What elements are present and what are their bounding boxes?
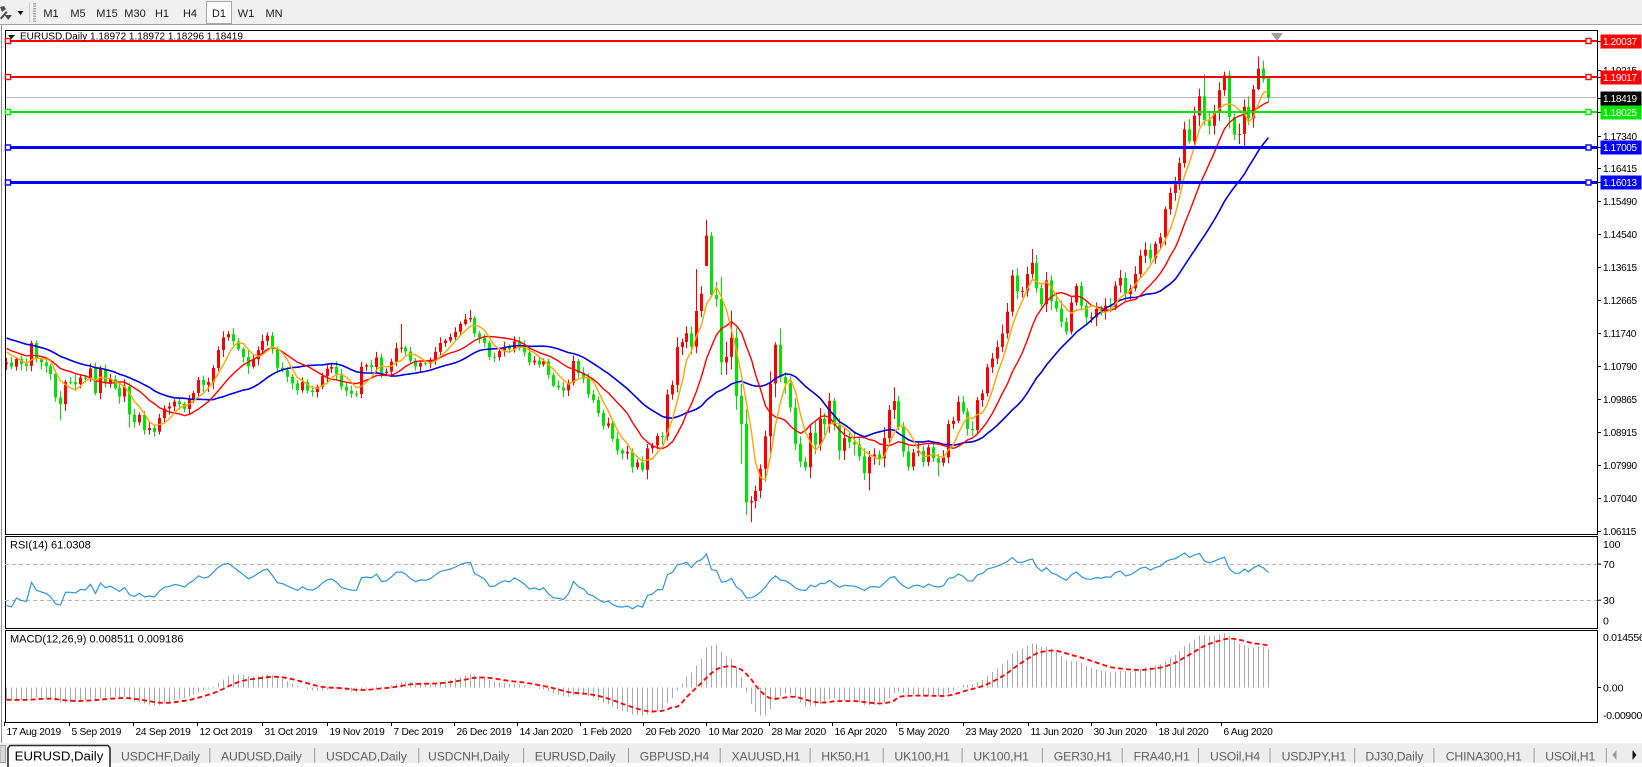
svg-text:XAUUSD,H1: XAUUSD,H1 xyxy=(732,750,801,764)
svg-text:100: 100 xyxy=(1603,539,1621,551)
svg-text:10 Mar 2020: 10 Mar 2020 xyxy=(709,727,764,738)
svg-text:M15: M15 xyxy=(96,8,117,20)
svg-text:7 Dec 2019: 7 Dec 2019 xyxy=(394,727,444,738)
svg-text:1.16415: 1.16415 xyxy=(1603,164,1637,175)
svg-text:11 Jun 2020: 11 Jun 2020 xyxy=(1031,727,1084,738)
svg-text:1.18025: 1.18025 xyxy=(1603,108,1637,119)
svg-text:6 Aug 2020: 6 Aug 2020 xyxy=(1224,727,1274,738)
svg-text:USDCHF,Daily: USDCHF,Daily xyxy=(121,750,201,764)
svg-text:1.18419: 1.18419 xyxy=(1603,94,1637,105)
svg-text:H1: H1 xyxy=(155,8,169,20)
svg-text:1.06115: 1.06115 xyxy=(1603,527,1637,538)
svg-text:1.07990: 1.07990 xyxy=(1603,461,1637,472)
svg-text:USOil,H4: USOil,H4 xyxy=(1210,750,1260,764)
svg-text:USDJPY,H1: USDJPY,H1 xyxy=(1282,750,1347,764)
svg-text:31 Oct 2019: 31 Oct 2019 xyxy=(265,727,318,738)
svg-text:MACD(12,26,9) 0.008511 0.00918: MACD(12,26,9) 0.008511 0.009186 xyxy=(10,634,183,646)
svg-text:0.00: 0.00 xyxy=(1603,683,1624,695)
svg-text:EURUSD,Daily 1.18972 1.18972 1: EURUSD,Daily 1.18972 1.18972 1.18296 1.1… xyxy=(20,32,243,43)
svg-text:GBPUSD,H4: GBPUSD,H4 xyxy=(640,750,710,764)
svg-text:1.14540: 1.14540 xyxy=(1603,230,1637,241)
svg-text:USDCAD,Daily: USDCAD,Daily xyxy=(326,750,408,764)
svg-text:M1: M1 xyxy=(43,8,58,20)
svg-text:1.17005: 1.17005 xyxy=(1603,143,1637,154)
svg-text:1.16013: 1.16013 xyxy=(1603,178,1637,189)
svg-text:1 Feb 2020: 1 Feb 2020 xyxy=(583,727,633,738)
svg-text:14 Jan 2020: 14 Jan 2020 xyxy=(520,727,574,738)
svg-text:0.014556: 0.014556 xyxy=(1603,632,1642,644)
svg-text:MN: MN xyxy=(265,8,282,20)
svg-text:1.09865: 1.09865 xyxy=(1603,395,1637,406)
svg-text:USDCNH,Daily: USDCNH,Daily xyxy=(428,750,510,764)
svg-text:AUDUSD,Daily: AUDUSD,Daily xyxy=(221,750,303,764)
svg-text:CHINA300,H1: CHINA300,H1 xyxy=(1446,750,1522,764)
svg-text:USOil,H1: USOil,H1 xyxy=(1545,750,1595,764)
svg-text:UK100,H1: UK100,H1 xyxy=(894,750,950,764)
svg-text:17 Aug 2019: 17 Aug 2019 xyxy=(7,727,62,738)
svg-text:EURUSD,Daily: EURUSD,Daily xyxy=(535,750,617,764)
svg-text:1.20037: 1.20037 xyxy=(1603,37,1637,48)
svg-text:1.17340: 1.17340 xyxy=(1603,132,1637,143)
svg-text:FRA40,H1: FRA40,H1 xyxy=(1134,750,1190,764)
svg-text:5 May 2020: 5 May 2020 xyxy=(899,727,950,738)
svg-text:20 Feb 2020: 20 Feb 2020 xyxy=(646,727,701,738)
svg-text:M30: M30 xyxy=(124,8,145,20)
svg-text:DJ30,Daily: DJ30,Daily xyxy=(1365,750,1424,764)
svg-text:D1: D1 xyxy=(212,8,226,20)
svg-text:0: 0 xyxy=(1603,616,1609,628)
svg-text:16 Apr 2020: 16 Apr 2020 xyxy=(835,727,888,738)
svg-text:26 Dec 2019: 26 Dec 2019 xyxy=(457,727,513,738)
svg-text:12 Oct 2019: 12 Oct 2019 xyxy=(200,727,253,738)
svg-text:19 Nov 2019: 19 Nov 2019 xyxy=(330,727,386,738)
svg-text:23 May 2020: 23 May 2020 xyxy=(966,727,1023,738)
svg-text:W1: W1 xyxy=(238,8,255,20)
svg-text:HK50,H1: HK50,H1 xyxy=(821,750,870,764)
svg-text:28 Mar 2020: 28 Mar 2020 xyxy=(772,727,827,738)
svg-text:1.13615: 1.13615 xyxy=(1603,263,1637,274)
svg-text:70: 70 xyxy=(1603,559,1615,571)
svg-text:1.10790: 1.10790 xyxy=(1603,362,1637,373)
svg-text:1.15490: 1.15490 xyxy=(1603,197,1637,208)
svg-text:UK100,H1: UK100,H1 xyxy=(973,750,1029,764)
svg-text:5 Sep 2019: 5 Sep 2019 xyxy=(72,727,122,738)
svg-text:GER30,H1: GER30,H1 xyxy=(1054,750,1112,764)
svg-text:18 Jul 2020: 18 Jul 2020 xyxy=(1159,727,1210,738)
svg-text:1.07040: 1.07040 xyxy=(1603,494,1637,505)
svg-text:1.11740: 1.11740 xyxy=(1603,329,1637,340)
svg-text:RSI(14) 61.0308: RSI(14) 61.0308 xyxy=(10,540,91,552)
svg-text:30 Jun 2020: 30 Jun 2020 xyxy=(1094,727,1148,738)
svg-text:EURUSD,Daily: EURUSD,Daily xyxy=(15,749,104,764)
svg-text:1.08915: 1.08915 xyxy=(1603,428,1637,439)
svg-text:1.12665: 1.12665 xyxy=(1603,296,1637,307)
svg-text:H4: H4 xyxy=(183,8,197,20)
svg-text:24 Sep 2019: 24 Sep 2019 xyxy=(136,727,192,738)
svg-text:1.19017: 1.19017 xyxy=(1603,73,1637,84)
svg-text:M5: M5 xyxy=(70,8,85,20)
svg-text:30: 30 xyxy=(1603,595,1615,607)
